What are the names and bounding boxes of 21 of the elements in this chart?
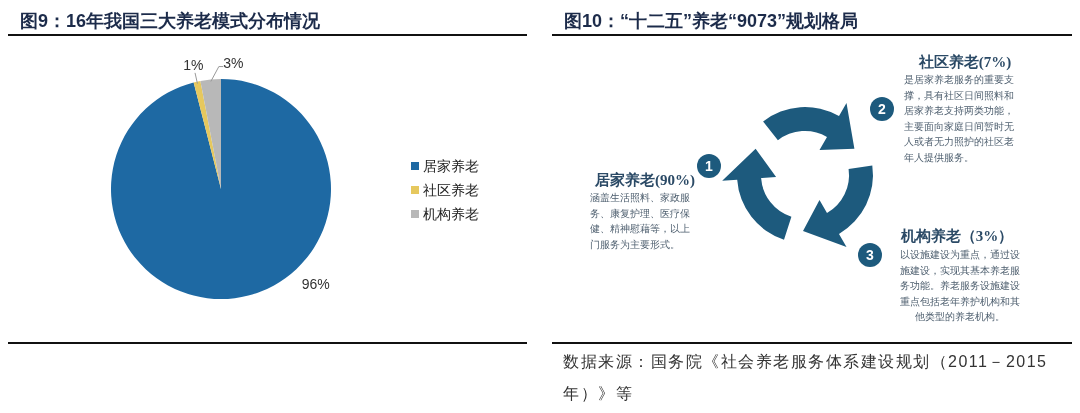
text: 社区养老(7%) xyxy=(917,53,1012,71)
data-label: 3% xyxy=(223,54,244,71)
legend-label: 机构养老 xyxy=(423,207,479,222)
pie-slice xyxy=(193,80,221,189)
text: 涵盖生活照料、家政服务、康复护理、医疗保健、精神慰藉等，以上门服务为主要形式。 xyxy=(590,192,690,250)
text: 机构养老（3%） xyxy=(899,227,1014,244)
pie-slice xyxy=(200,79,221,189)
text: 2 xyxy=(878,101,887,117)
text: 以设施建设为重点，通过设施建设，实现其基本养老服务功能。养老服务设施建设重点包括老年养护机构和其他类型的养老机构。 xyxy=(900,249,1020,323)
data-label: 1% xyxy=(183,57,204,74)
text: 是居家养老服务的重要支撑，具有社区日间照料和居家养老支持两类功能，主要面向家庭日间暂时无人或者无力照护的社区老年人提供服务。 xyxy=(904,74,1014,163)
source-note: 数据来源：国务院《社会养老服务体系建设规划（2011－2015年）》等 xyxy=(563,353,1048,402)
pie-slice xyxy=(111,79,331,299)
text: 居家养老(90%) xyxy=(594,171,695,189)
text: 3 xyxy=(866,247,875,263)
text: 1 xyxy=(705,158,714,174)
legend-label: 居家养老 xyxy=(423,159,479,174)
text: 图10：“十二五”养老“9073”规划格局 xyxy=(564,11,859,31)
legend-label: 社区养老 xyxy=(423,183,479,198)
chart-title: 图9：16年我国三大养老模式分布情况 xyxy=(20,11,322,31)
data-label: 96% xyxy=(301,275,330,292)
